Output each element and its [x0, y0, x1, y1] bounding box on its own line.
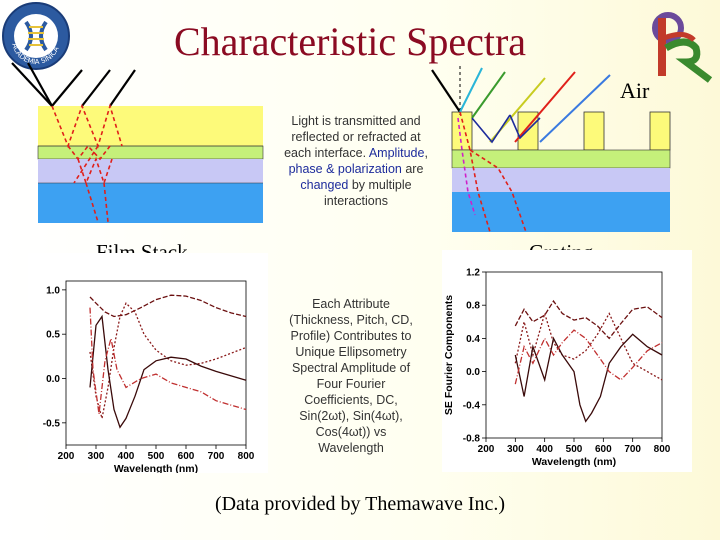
series-line-2 — [89, 302, 247, 419]
x-tick-label: 400 — [536, 444, 553, 455]
series-line-4 — [89, 307, 247, 415]
y-tick-label: 0.0 — [46, 374, 60, 385]
grating-tooth-4 — [649, 111, 671, 151]
incident-rays — [11, 62, 136, 107]
film-layer-lavender — [38, 159, 263, 183]
film-stack-diagram — [11, 62, 264, 223]
y-tick-label: 1.2 — [466, 268, 480, 279]
film-layer-substrate — [38, 183, 263, 223]
academia-sinica-logo: ACADEMIA SINICA — [2, 2, 70, 70]
x-tick-label: 600 — [595, 444, 612, 455]
grating-tooth-1 — [451, 111, 473, 151]
note-comma: , — [424, 146, 428, 160]
x-tick-label: 400 — [118, 451, 135, 462]
series-line-3 — [89, 314, 247, 429]
x-tick-label: 700 — [208, 451, 225, 462]
y-tick-label: -0.5 — [43, 418, 61, 429]
page-title: Characteristic Spectra — [173, 19, 527, 64]
data-credit: (Data provided by Themawave Inc.) — [214, 493, 506, 515]
internal-reflections — [51, 103, 123, 223]
y-tick-label: 0.8 — [466, 301, 480, 312]
series-line-3 — [514, 333, 663, 423]
x-axis-label: Wavelength (nm) — [114, 463, 198, 473]
y-tick-label: 0.5 — [46, 330, 60, 341]
note-text-2: by multiple interactions — [324, 178, 412, 208]
note-changed: changed — [300, 178, 349, 192]
series-line-1 — [89, 294, 247, 318]
note-amplitude: Amplitude — [368, 146, 425, 160]
y-tick-label: 0.0 — [466, 367, 480, 378]
x-tick-label: 300 — [88, 451, 105, 462]
y-tick-label: -0.4 — [463, 400, 481, 411]
x-tick-label: 800 — [654, 444, 671, 455]
series-line-2 — [514, 311, 663, 381]
grating-tooth-3 — [583, 111, 605, 151]
y-tick-label: -0.8 — [463, 434, 481, 445]
x-tick-label: 200 — [478, 444, 495, 455]
series-line-1 — [514, 299, 663, 340]
x-tick-label: 200 — [58, 451, 75, 462]
x-tick-label: 500 — [566, 444, 583, 455]
x-tick-label: 600 — [178, 451, 195, 462]
air-label: Air — [620, 78, 650, 103]
film-stack-spectrum-chart: 200 300 400 500 600 700 800 1.0 0.5 0.0 -0.5 Wavele… — [28, 253, 268, 473]
note-text-1: Light is transmitted and reflected or re… — [284, 114, 421, 160]
note-are: are — [405, 162, 424, 176]
interaction-note: Light is transmitted and reflected or re… — [283, 113, 429, 209]
y-tick-label: 0.4 — [466, 334, 480, 345]
y-tick-label: 1.0 — [46, 285, 60, 296]
grating-layer-substrate — [452, 192, 670, 232]
x-axis-label: Wavelength (nm) — [532, 456, 616, 468]
y-axis-label: SE Fourier Components — [443, 295, 455, 415]
x-tick-label: 700 — [624, 444, 641, 455]
x-tick-label: 800 — [238, 451, 255, 462]
plot-frame — [485, 271, 663, 439]
x-tick-label: 500 — [148, 451, 165, 462]
grating-diagram — [431, 66, 671, 233]
grating-layer-lavender — [452, 168, 670, 192]
institute-logo — [652, 12, 713, 83]
grating-spectrum-chart: 200 300 400 500 600 700 800 1.2 0.8 0.4 0.0 -0.4 -0.… — [442, 250, 692, 472]
x-tick-label: 300 — [507, 444, 524, 455]
series-line-4 — [514, 329, 663, 385]
note-phase: phase & polarization — [288, 162, 402, 176]
attribute-note: Each Attribute (Thickness, Pitch, CD, Pr… — [289, 297, 413, 455]
